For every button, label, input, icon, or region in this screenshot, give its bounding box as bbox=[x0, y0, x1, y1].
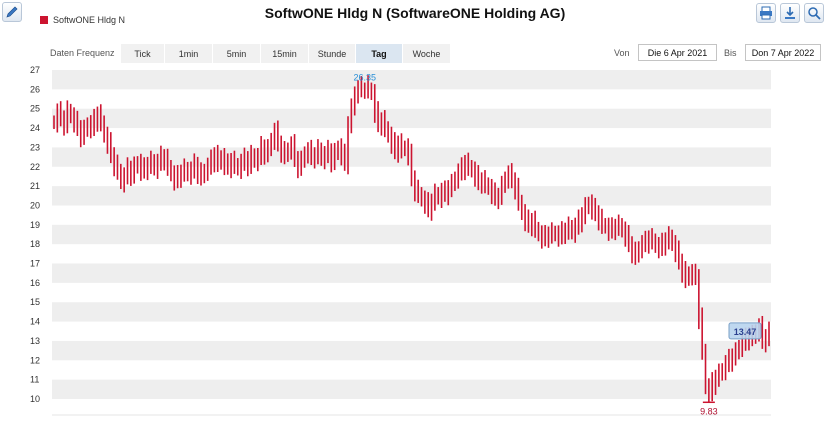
y-tick-label: 24 bbox=[30, 123, 40, 133]
tab-woche[interactable]: Woche bbox=[403, 44, 451, 63]
last-price-label: 13.47 bbox=[734, 327, 757, 337]
y-tick-label: 25 bbox=[30, 104, 40, 114]
y-tick-label: 18 bbox=[30, 239, 40, 249]
grid-band bbox=[52, 108, 771, 129]
tab-5min[interactable]: 5min bbox=[213, 44, 261, 63]
grid-band bbox=[52, 70, 771, 90]
tab-1min[interactable]: 1min bbox=[165, 44, 213, 63]
grid-band bbox=[52, 263, 771, 283]
y-tick-label: 14 bbox=[30, 317, 40, 327]
tab-stunde[interactable]: Stunde bbox=[309, 44, 356, 63]
y-tick-label: 26 bbox=[30, 84, 40, 94]
y-tick-label: 16 bbox=[30, 278, 40, 288]
grid-band bbox=[52, 186, 771, 206]
legend: SoftwONE Hldg N bbox=[40, 15, 125, 25]
last-price-box bbox=[728, 322, 762, 340]
y-tick-label: 22 bbox=[30, 162, 40, 172]
toolbar-icons bbox=[756, 3, 824, 23]
to-label: Bis bbox=[724, 48, 737, 58]
y-tick-label: 13 bbox=[30, 336, 40, 346]
max-label: 26.35 bbox=[353, 73, 376, 83]
chart-title: SoftwONE Hldg N (SoftwareONE Holding AG) bbox=[264, 5, 566, 21]
y-tick-label: 17 bbox=[30, 259, 40, 269]
y-tick-label: 21 bbox=[30, 181, 40, 191]
legend-label: SoftwONE Hldg N bbox=[53, 15, 126, 25]
tab-tick[interactable]: Tick bbox=[121, 44, 165, 63]
from-label: Von bbox=[614, 48, 630, 58]
y-tick-label: 12 bbox=[30, 355, 40, 365]
grid-band bbox=[52, 340, 771, 361]
y-tick-label: 27 bbox=[30, 65, 40, 75]
y-tick-label: 11 bbox=[30, 375, 39, 385]
frequency-tabs: Tick 1min 5min 15min Stunde Tag Woche bbox=[121, 44, 451, 63]
y-tick-label: 19 bbox=[30, 220, 40, 230]
min-label: 9.83 bbox=[700, 406, 718, 416]
to-date-input[interactable]: Don 7 Apr 2022 bbox=[745, 44, 821, 61]
grid-band bbox=[52, 302, 771, 322]
zoom-icon bbox=[808, 7, 821, 20]
legend-swatch bbox=[40, 16, 48, 24]
grid-band bbox=[52, 224, 771, 245]
zoom-button[interactable] bbox=[804, 3, 824, 23]
download-icon bbox=[785, 7, 795, 19]
print-button[interactable] bbox=[756, 3, 776, 23]
tab-tag[interactable]: Tag bbox=[356, 44, 403, 63]
edit-button[interactable] bbox=[2, 2, 22, 22]
frequency-label: Daten Frequenz bbox=[50, 48, 115, 58]
grid-band bbox=[52, 379, 771, 399]
tab-15min[interactable]: 15min bbox=[261, 44, 309, 63]
download-button[interactable] bbox=[780, 3, 800, 23]
y-tick-label: 23 bbox=[30, 142, 40, 152]
y-tick-label: 10 bbox=[30, 394, 40, 404]
y-tick-label: 15 bbox=[30, 297, 40, 307]
from-date-input[interactable]: Die 6 Apr 2021 bbox=[638, 44, 717, 61]
pencil-icon bbox=[6, 6, 18, 18]
y-tick-label: 20 bbox=[30, 200, 40, 210]
print-icon bbox=[760, 6, 772, 20]
